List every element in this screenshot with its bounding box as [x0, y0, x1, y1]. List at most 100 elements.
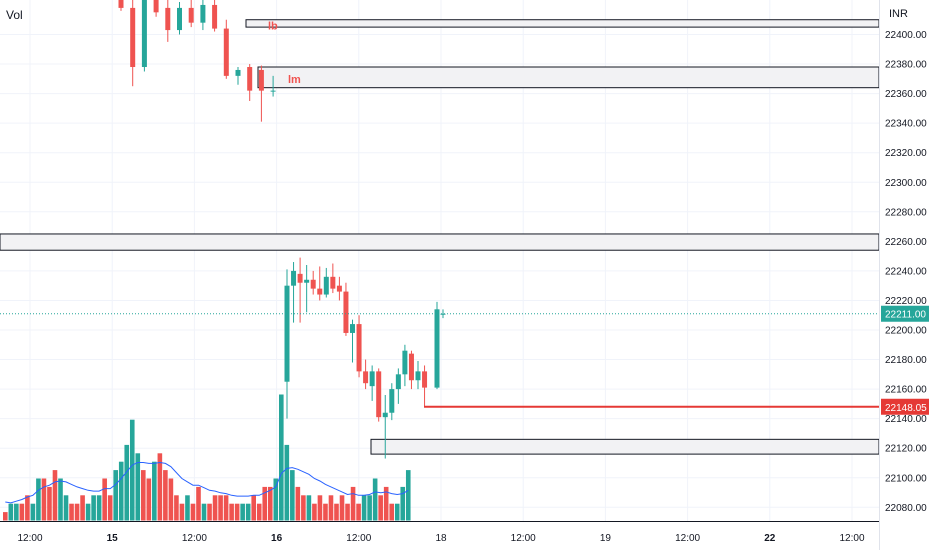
price-tick-label: 22180.00: [885, 355, 927, 366]
candle-body: [415, 371, 421, 381]
time-tick-label: 12:00: [511, 533, 536, 544]
volume-bar: [25, 495, 30, 521]
candle-body: [297, 273, 303, 283]
volume-bar: [317, 495, 323, 521]
volume-bar: [229, 503, 234, 521]
candle-body: [258, 69, 264, 91]
candle-body: [317, 288, 323, 295]
price-tick-label: 22240.00: [885, 266, 927, 277]
volume-bar: [218, 495, 223, 521]
volume-bar: [339, 495, 345, 521]
volume-bar: [168, 478, 174, 521]
volume-bar: [312, 503, 317, 521]
price-tick-label: 22380.00: [885, 60, 927, 71]
volume-bar: [240, 503, 245, 521]
volume-bar: [163, 470, 168, 521]
candle-body: [350, 324, 355, 333]
candle-body: [130, 7, 136, 68]
price-tick-label: 22140.00: [885, 414, 927, 425]
level-price-badge-text: 22148.05: [885, 403, 927, 414]
volume-bar: [141, 470, 146, 521]
candle-body: [389, 389, 395, 413]
candle-body: [422, 371, 428, 388]
volume-bar: [129, 419, 135, 521]
volume-bar: [69, 503, 74, 521]
volume-bar: [107, 495, 113, 521]
volume-bar: [102, 478, 107, 521]
volume-bar: [124, 444, 130, 521]
candle-body: [440, 313, 446, 315]
time-tick-label: 16: [271, 533, 283, 544]
candle-body: [408, 353, 414, 381]
volume-bar: [262, 486, 268, 521]
volume-bar: [190, 503, 196, 521]
candle-body: [223, 28, 229, 76]
volume-bar: [273, 478, 279, 521]
volume-bar: [223, 495, 229, 521]
price-axis[interactable]: 22400.00 22380.00 22360.00 22340.00 22320.00…: [879, 0, 930, 550]
volume-bar: [113, 470, 118, 521]
volume-indicator-label[interactable]: Vol: [6, 8, 23, 22]
volume-bar: [8, 503, 14, 521]
last-price-badge-bg: [881, 305, 929, 322]
volume-bar: [91, 495, 96, 521]
volume-bar: [328, 495, 334, 521]
price-tick-label: 22280.00: [885, 207, 927, 218]
volume-bar: [290, 470, 295, 521]
candle-body: [363, 371, 369, 384]
volume-bar: [234, 503, 240, 521]
price-tick-label: 22320.00: [885, 148, 927, 159]
candle-body: [395, 374, 401, 390]
time-tick-label: 12:00: [182, 533, 207, 544]
volume-bar: [52, 470, 58, 521]
volume-bar: [196, 486, 201, 521]
currency-label[interactable]: INR: [889, 8, 908, 20]
volume-bar: [251, 495, 256, 521]
time-axis[interactable]: 12:00 15 12:00 16 12:00 18 12:00 19 12:00 22 12:00: [0, 521, 879, 545]
volume-bar: [301, 495, 306, 521]
volume-bar: [135, 453, 141, 521]
volume-bar: [345, 503, 350, 521]
volume-bar: [356, 503, 361, 521]
volume-bar: [267, 486, 273, 521]
volume-bar: [405, 470, 411, 521]
volume-bar: [361, 495, 367, 521]
time-tick-label: 12:00: [346, 533, 371, 544]
volume-bar: [174, 495, 179, 521]
price-levels: [0, 313, 879, 408]
candle-body: [330, 276, 336, 289]
time-tick-label: 12:00: [17, 533, 42, 544]
zone-box: [370, 438, 880, 455]
volume-bar: [14, 503, 19, 521]
candle-body: [177, 7, 182, 31]
zone-box: [245, 19, 880, 28]
candle-body: [356, 324, 362, 372]
volume-bar: [207, 503, 212, 521]
candle-body: [434, 309, 440, 388]
candle-body: [153, 0, 159, 13]
volume-bar: [30, 503, 36, 521]
volume-bar: [96, 495, 102, 521]
volume-bar: [400, 486, 406, 521]
time-tick-label: 18: [435, 533, 447, 544]
candle-body: [284, 285, 290, 382]
volume-bar: [372, 478, 378, 521]
price-tick-label: 22340.00: [885, 119, 927, 130]
candle-body: [336, 285, 342, 292]
candle-body: [165, 7, 171, 31]
grid: [0, 0, 879, 521]
time-tick-label: 19: [600, 533, 612, 544]
last-price-badge-text: 22211.00: [885, 310, 926, 321]
candle-body: [369, 371, 375, 387]
time-tick-label: 12:00: [839, 533, 864, 544]
volume-bar: [306, 495, 312, 521]
volume-bar: [256, 503, 262, 521]
volume-bar: [334, 503, 339, 521]
volume-bar: [41, 478, 47, 521]
time-tick-label: 22: [764, 533, 776, 544]
volume-bar: [118, 461, 124, 521]
candle-body: [304, 279, 310, 283]
volume-bar: [80, 495, 85, 521]
price-tick-label: 22300.00: [885, 178, 927, 189]
